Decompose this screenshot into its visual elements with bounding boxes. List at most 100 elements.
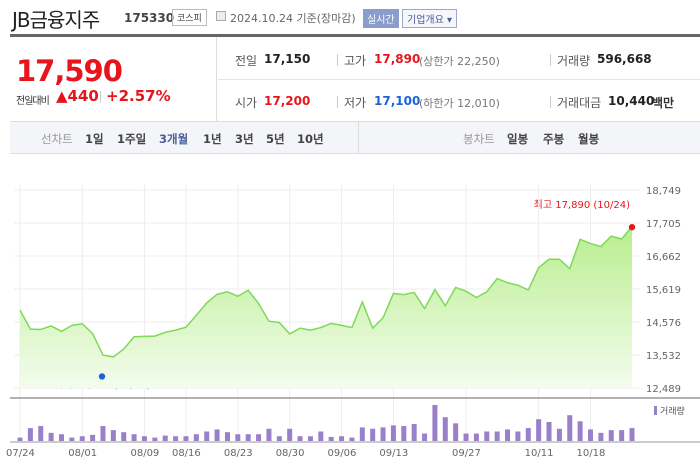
x-tick-label: 08/30 xyxy=(276,448,305,459)
divider xyxy=(337,54,338,66)
x-tick-label: 07/24 xyxy=(6,448,35,459)
volume-bar xyxy=(141,436,147,441)
volume-bar xyxy=(556,428,562,441)
volume-bar xyxy=(370,428,376,441)
volume-value: 596,668 xyxy=(597,52,652,66)
x-tick-label: 10/11 xyxy=(525,448,554,459)
tab-3month[interactable]: 3개월 xyxy=(159,132,189,146)
divider xyxy=(550,96,551,108)
volume-bar xyxy=(110,430,116,441)
tab-1year[interactable]: 1년 xyxy=(203,132,222,146)
tab-monthly[interactable]: 월봉 xyxy=(578,132,600,146)
volume-bar xyxy=(588,429,594,441)
price-area xyxy=(20,226,632,388)
company-info-dropdown[interactable]: 기업개요 ▾ xyxy=(402,9,457,28)
volume-bar xyxy=(494,431,500,441)
volume-bar xyxy=(608,430,614,441)
volume-bar xyxy=(484,431,490,441)
current-price: 17,590 xyxy=(16,54,123,88)
low-label: 저가 xyxy=(344,96,367,110)
x-tick-label: 10/18 xyxy=(577,448,606,459)
open-price: 17,200 xyxy=(264,94,311,108)
max-price-label: 최고 17,890 (10/24) xyxy=(534,199,630,211)
volume-bar xyxy=(48,432,54,441)
tab-10year[interactable]: 10년 xyxy=(297,132,324,146)
x-tick-label: 09/13 xyxy=(379,448,408,459)
volume-bar xyxy=(629,428,635,441)
lower-limit: (하한가 12,010) xyxy=(419,97,500,110)
tab-weekly[interactable]: 주봉 xyxy=(543,132,565,146)
tab-1day[interactable]: 1일 xyxy=(85,132,104,146)
volume-bar xyxy=(224,432,230,441)
price-line xyxy=(19,226,633,358)
price-panel xyxy=(10,37,217,121)
x-tick-label: 08/09 xyxy=(130,448,159,459)
volume-bar xyxy=(245,434,251,441)
volume-bar xyxy=(349,437,355,441)
volume-bar xyxy=(380,427,386,441)
divider xyxy=(337,96,338,108)
y-tick-label: 12,489 xyxy=(646,384,681,395)
stock-name: JB금융지주 xyxy=(12,8,100,32)
amount-label: 거래대금 xyxy=(557,96,602,110)
volume-bar xyxy=(422,433,428,441)
volume-bar xyxy=(567,415,573,441)
volume-bar xyxy=(193,434,199,441)
prev-close: 17,150 xyxy=(264,52,311,66)
amount-value: 10,440 xyxy=(608,94,655,108)
y-tick-label: 17,705 xyxy=(646,219,681,230)
volume-bar xyxy=(359,427,365,441)
volume-bar xyxy=(27,428,33,441)
chart-tabs-bar xyxy=(10,121,700,154)
volume-bar xyxy=(505,429,511,441)
upper-limit: (상한가 22,250) xyxy=(419,55,500,68)
volume-bar xyxy=(287,428,293,441)
realtime-button[interactable]: 실시간 xyxy=(363,9,399,28)
volume-bar xyxy=(598,432,604,441)
high-label: 고가 xyxy=(344,54,367,68)
tab-1week[interactable]: 1주일 xyxy=(117,132,147,146)
volume-bar xyxy=(100,426,106,441)
volume-bar xyxy=(318,431,324,441)
volume-bar xyxy=(90,434,96,441)
calendar-icon xyxy=(216,11,226,21)
y-tick-label: 15,619 xyxy=(646,285,681,296)
volume-legend-swatch xyxy=(654,406,657,415)
volume-bar xyxy=(328,436,334,441)
y-tick-label: 18,749 xyxy=(646,186,681,197)
high-price: 17,890 xyxy=(374,52,421,66)
max-price-marker xyxy=(628,223,636,231)
header-divider xyxy=(10,34,700,37)
volume-bar xyxy=(463,433,469,441)
volume-bar xyxy=(536,419,542,441)
tab-3year[interactable]: 3년 xyxy=(235,132,254,146)
volume-bar xyxy=(619,430,625,441)
prev-label: 전일 xyxy=(235,54,258,68)
volume-bar xyxy=(173,436,179,441)
volume-bar xyxy=(131,434,137,441)
x-tick-label: 09/27 xyxy=(452,448,481,459)
market-badge: 코스피 xyxy=(172,9,207,26)
tab-5year[interactable]: 5년 xyxy=(266,132,285,146)
volume-bar xyxy=(183,436,189,441)
volume-bar xyxy=(17,437,23,441)
volume-bar xyxy=(546,421,552,441)
tab-daily[interactable]: 일봉 xyxy=(507,132,529,146)
volume-bar xyxy=(339,436,345,441)
volume-bar xyxy=(515,431,521,441)
volume-bar xyxy=(442,417,448,441)
volume-bar xyxy=(256,434,262,441)
x-tick-label: 09/06 xyxy=(328,448,357,459)
volume-bar xyxy=(38,426,44,441)
volume-bar xyxy=(266,428,272,441)
candle-chart-label: 봉차트 xyxy=(463,132,495,146)
volume-bar xyxy=(204,431,210,441)
min-price-marker xyxy=(98,373,106,380)
price-chart[interactable]: 최고 17,890 (10/24) 최저 12,980 (08/05) 거래량 … xyxy=(0,170,700,468)
line-chart-label: 선차트 xyxy=(41,132,73,146)
volume-bar xyxy=(214,429,220,441)
quote-date: 2024.10.24 기준(장마감) xyxy=(230,12,356,25)
x-tick-label: 08/01 xyxy=(68,448,97,459)
volume-bar xyxy=(79,436,85,441)
volume-bar xyxy=(235,434,241,441)
